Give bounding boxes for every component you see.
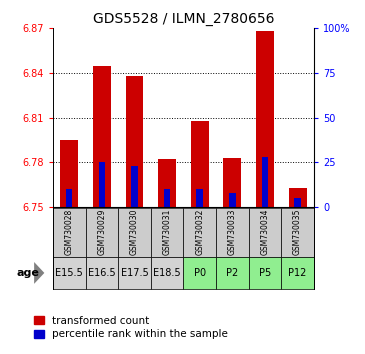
Text: E15.5: E15.5 — [55, 268, 83, 278]
Text: P2: P2 — [226, 268, 238, 278]
Bar — [158, 159, 176, 207]
Bar — [118, 208, 151, 257]
Bar — [281, 208, 314, 257]
Bar — [151, 208, 183, 257]
Title: GDS5528 / ILMN_2780656: GDS5528 / ILMN_2780656 — [93, 12, 274, 26]
Bar — [249, 257, 281, 289]
Bar — [183, 208, 216, 257]
Text: GSM730032: GSM730032 — [195, 209, 204, 256]
Bar — [85, 257, 118, 289]
Bar — [223, 158, 241, 207]
Text: P5: P5 — [259, 268, 271, 278]
Text: E17.5: E17.5 — [120, 268, 148, 278]
Bar — [60, 140, 78, 207]
Bar — [151, 257, 183, 289]
Text: age: age — [16, 268, 39, 278]
Bar — [93, 65, 111, 207]
Bar — [216, 208, 249, 257]
Bar — [216, 257, 249, 289]
Text: P12: P12 — [288, 268, 307, 278]
Bar — [66, 189, 73, 207]
Bar — [85, 208, 118, 257]
Text: GSM730034: GSM730034 — [261, 209, 269, 256]
Bar — [183, 257, 216, 289]
Bar — [196, 189, 203, 207]
Legend: transformed count, percentile rank within the sample: transformed count, percentile rank withi… — [34, 316, 228, 339]
Bar — [99, 162, 105, 207]
Bar — [118, 257, 151, 289]
Bar — [256, 31, 274, 207]
Bar — [191, 121, 209, 207]
Bar — [294, 198, 301, 207]
Bar — [164, 189, 170, 207]
Bar — [249, 208, 281, 257]
Text: GSM730028: GSM730028 — [65, 209, 74, 255]
Polygon shape — [34, 262, 45, 284]
Text: GSM730035: GSM730035 — [293, 209, 302, 256]
Text: E18.5: E18.5 — [153, 268, 181, 278]
Bar — [53, 208, 85, 257]
Text: P0: P0 — [194, 268, 206, 278]
Bar — [229, 193, 236, 207]
Text: GSM730033: GSM730033 — [228, 209, 237, 256]
Bar — [53, 257, 85, 289]
Text: GSM730029: GSM730029 — [97, 209, 106, 256]
Text: GSM730031: GSM730031 — [162, 209, 172, 256]
Text: GSM730030: GSM730030 — [130, 209, 139, 256]
Bar — [262, 157, 268, 207]
Bar — [289, 188, 307, 207]
Bar — [281, 257, 314, 289]
Bar — [126, 76, 143, 207]
Text: E16.5: E16.5 — [88, 268, 116, 278]
Bar — [131, 166, 138, 207]
